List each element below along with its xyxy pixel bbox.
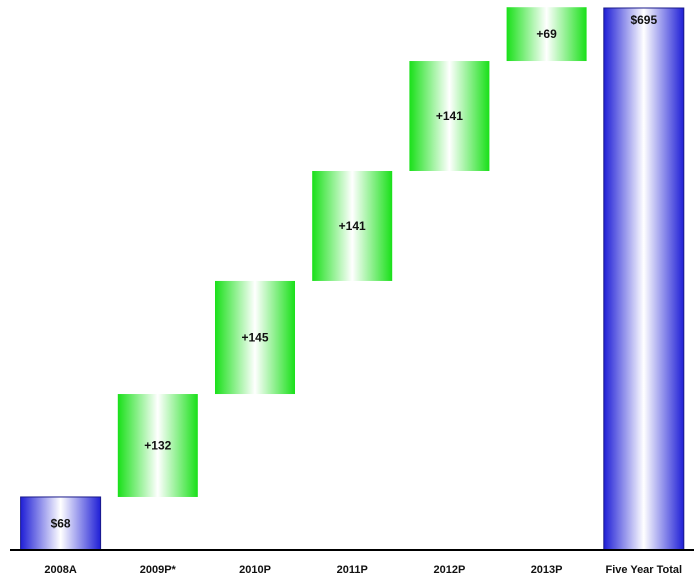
bar-value-label-1: $68 (51, 516, 71, 530)
bar-value-label-4: +141 (339, 219, 366, 233)
bar-3 (215, 280, 295, 395)
bar-value-label-3: +145 (241, 330, 268, 344)
bar-value-label-6: +69 (536, 27, 557, 41)
category-label-5: 2012P (433, 564, 465, 576)
category-label-2: 2009P* (140, 564, 177, 576)
category-labels-group: 2008A 2009P* 2010P 2011P 2012P 2013P Five Year… (44, 564, 682, 576)
bar-5 (409, 61, 490, 171)
bar-value-label-5: +141 (436, 109, 463, 123)
category-label-7: Five Year Total (605, 564, 682, 576)
bar-1 (20, 496, 102, 551)
category-label-1: 2008A (44, 564, 76, 576)
bar-4 (312, 170, 393, 281)
bar-6 (506, 7, 587, 62)
bar-7 (603, 7, 685, 551)
bars-group (20, 7, 685, 551)
bar-2 (117, 394, 198, 497)
bar-labels-group: $68 +132 +145 +141 +141 +69 $695 (51, 13, 658, 530)
category-label-6: 2013P (531, 564, 563, 576)
category-label-4: 2011P (337, 564, 368, 576)
category-label-3: 2010P (239, 564, 271, 576)
bar-value-label-2: +132 (144, 438, 171, 452)
bar-value-label-7: $695 (630, 13, 657, 27)
